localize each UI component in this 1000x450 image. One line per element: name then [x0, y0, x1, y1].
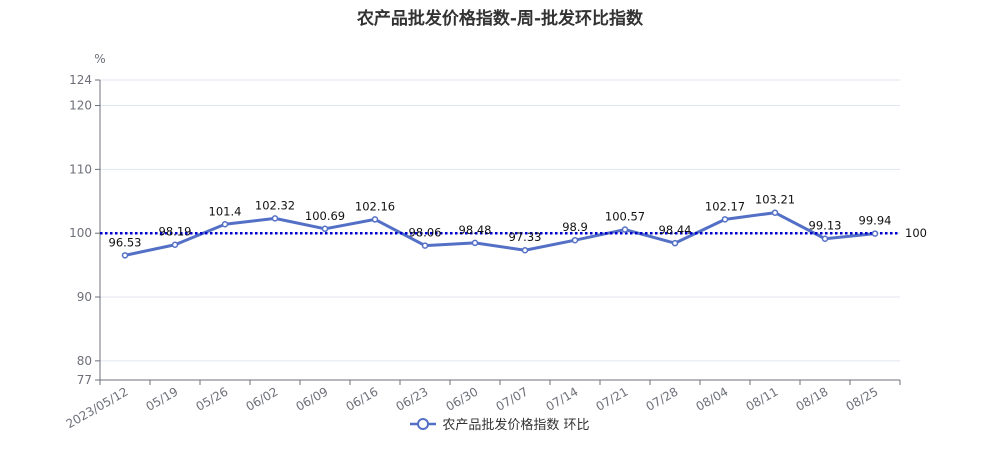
data-label: 103.21 — [755, 193, 795, 207]
y-tick-label: 124 — [69, 73, 92, 87]
data-label: 98.06 — [409, 226, 442, 240]
data-point — [621, 226, 629, 233]
data-label: 101.4 — [209, 204, 242, 218]
x-tick-label: 06/16 — [344, 384, 381, 413]
y-unit-label: % — [94, 52, 105, 66]
data-point — [771, 209, 779, 216]
data-label: 98.9 — [562, 220, 588, 234]
x-tick-label: 07/28 — [644, 384, 681, 413]
data-point — [321, 225, 329, 233]
x-tick-label: 05/26 — [194, 384, 231, 413]
data-label: 97.33 — [509, 230, 542, 244]
data-label: 100.57 — [605, 210, 645, 224]
data-point — [871, 230, 879, 237]
legend-label: 农产品批发价格指数 环比 — [442, 418, 590, 433]
data-label: 100.69 — [305, 209, 345, 223]
x-tick-label: 08/25 — [844, 384, 881, 413]
x-tick-label: 08/18 — [794, 384, 831, 413]
data-point — [271, 215, 279, 222]
data-label: 102.17 — [705, 199, 745, 213]
chart-title: 农产品批发价格指数-周-批发环比指数 — [356, 9, 644, 29]
x-tick-label: 06/09 — [294, 384, 331, 413]
data-label: 98.44 — [659, 223, 692, 237]
x-tick-label: 06/02 — [244, 384, 281, 413]
x-tick-label: 06/23 — [394, 384, 431, 413]
data-label: 98.48 — [459, 223, 492, 237]
data-point — [821, 235, 829, 242]
reference-line-label: 100 — [905, 226, 927, 240]
x-tick-label: 08/04 — [694, 384, 731, 413]
legend-item[interactable]: 农产品批发价格指数 环比 — [410, 414, 590, 433]
y-tick-label: 110 — [69, 162, 92, 176]
data-label: 99.94 — [859, 214, 892, 228]
data-point — [221, 221, 229, 228]
data-label: 96.53 — [109, 235, 142, 249]
data-label: 102.32 — [255, 198, 295, 212]
data-point — [571, 236, 579, 244]
y-tick-label: 120 — [69, 99, 92, 113]
data-point — [471, 239, 479, 247]
x-tick-label: 07/07 — [494, 384, 531, 413]
y-tick-label: 90 — [77, 290, 92, 304]
data-point — [171, 241, 179, 248]
data-label: 98.19 — [159, 225, 192, 239]
data-point — [121, 252, 129, 259]
series-line — [124, 211, 876, 257]
x-tick-label: 05/19 — [144, 384, 181, 413]
y-tick-label: 80 — [77, 354, 92, 368]
data-point — [521, 246, 529, 254]
x-tick-label: 08/11 — [744, 384, 781, 413]
data-label: 99.13 — [809, 219, 842, 233]
y-tick-label: 100 — [69, 226, 92, 240]
data-point — [371, 216, 379, 223]
legend-line-icon — [410, 417, 437, 430]
data-point — [421, 242, 429, 249]
x-tick-label: 07/14 — [544, 384, 581, 413]
data-point — [721, 216, 729, 223]
x-tick-label: 07/21 — [594, 384, 631, 413]
legend[interactable]: 农产品批发价格指数 环比 — [0, 414, 1000, 435]
x-tick-label: 06/30 — [444, 384, 481, 413]
data-label: 102.16 — [355, 199, 395, 213]
data-point — [671, 239, 679, 247]
y-tick-label: 77 — [77, 373, 92, 387]
